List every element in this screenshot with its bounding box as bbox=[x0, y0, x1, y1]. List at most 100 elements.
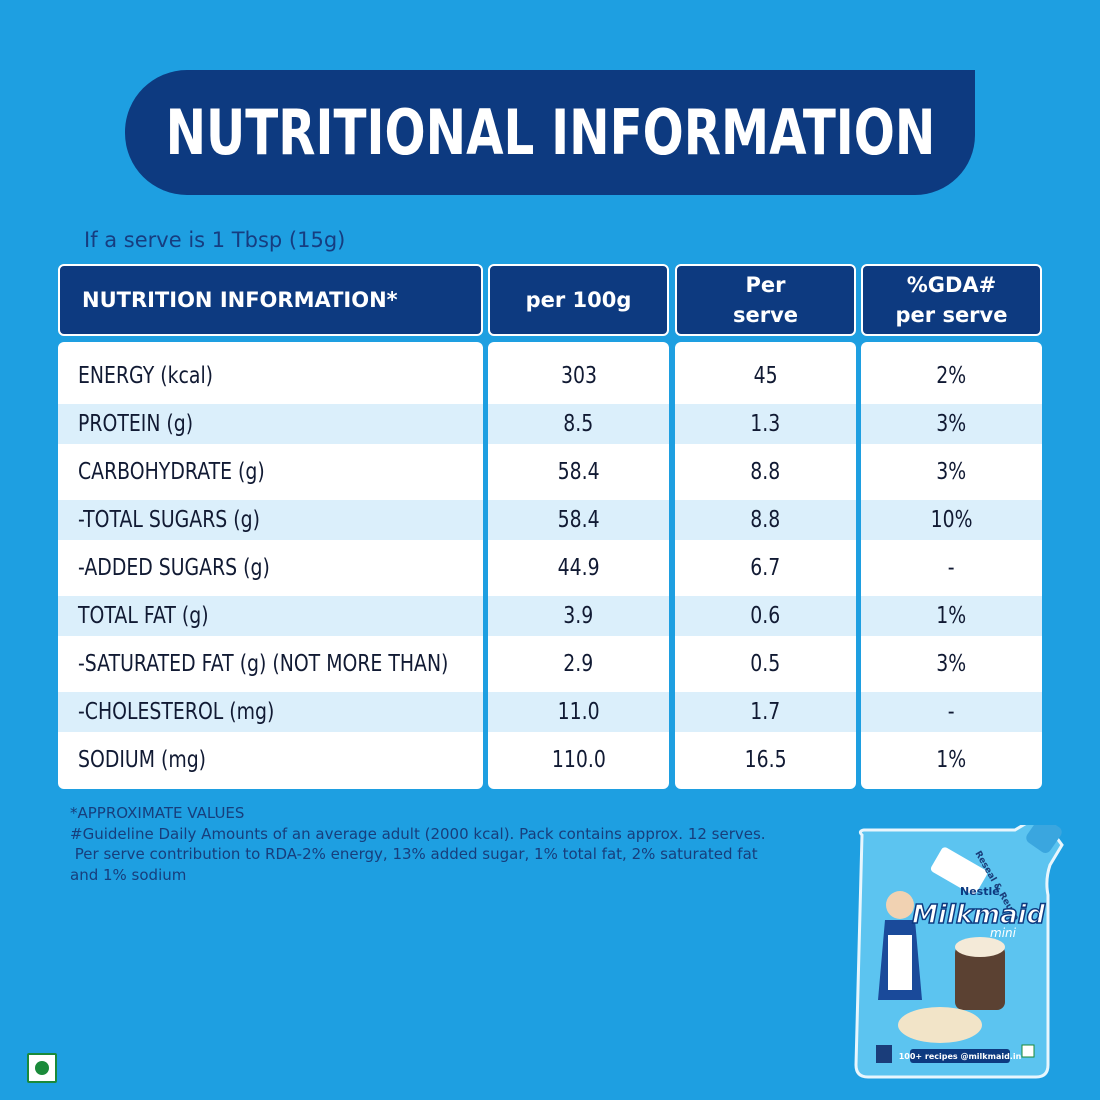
drink-cream bbox=[955, 937, 1005, 957]
table-cell: 3% bbox=[861, 644, 1042, 684]
veg-mark-small bbox=[1021, 1044, 1035, 1058]
drink-glass bbox=[955, 945, 1005, 1010]
row-stripe bbox=[488, 404, 669, 444]
row-stripe bbox=[675, 596, 856, 636]
table-cell: -ADDED SUGARS (g) bbox=[78, 548, 483, 588]
table-cell: 44.9 bbox=[488, 548, 669, 588]
title: NUTRITIONAL INFORMATION bbox=[125, 70, 975, 195]
table-cell: 16.5 bbox=[675, 740, 856, 780]
row-stripe bbox=[58, 596, 483, 636]
table-cell: 58.4 bbox=[488, 452, 669, 492]
row-stripe bbox=[488, 500, 669, 540]
cell-text: ENERGY (kcal) bbox=[78, 363, 214, 389]
table-cell: -SATURATED FAT (g) (NOT MORE THAN) bbox=[78, 644, 483, 684]
table-cell: - bbox=[861, 692, 1042, 732]
row-stripe bbox=[861, 404, 1042, 444]
cell-text: 58.4 bbox=[557, 459, 600, 485]
title-banner bbox=[125, 70, 975, 195]
serve-note: If a serve is 1 Tbsp (15g) bbox=[84, 228, 346, 252]
row-stripe bbox=[861, 596, 1042, 636]
table-cell: SODIUM (mg) bbox=[78, 740, 483, 780]
maid-apron bbox=[888, 935, 912, 990]
table-cell: 45 bbox=[675, 356, 856, 396]
table-cell: ENERGY (kcal) bbox=[78, 356, 483, 396]
cell-text: 303 bbox=[560, 363, 597, 389]
cell-text: 3% bbox=[936, 459, 967, 485]
pack-icon bbox=[876, 1045, 892, 1063]
cell-text: 3% bbox=[936, 411, 967, 437]
row-stripe bbox=[488, 692, 669, 732]
product-name: Milkmaid bbox=[912, 900, 1046, 930]
table-cell: 3% bbox=[861, 452, 1042, 492]
table-cell: 58.4 bbox=[488, 500, 669, 540]
table-cell: -CHOLESTEROL (mg) bbox=[78, 692, 483, 732]
header-cell: %GDA# per serve bbox=[861, 264, 1042, 336]
table-cell: 1% bbox=[861, 596, 1042, 636]
table-cell: 303 bbox=[488, 356, 669, 396]
row-stripe bbox=[861, 500, 1042, 540]
table-cell: 1.7 bbox=[675, 692, 856, 732]
cell-text: 110.0 bbox=[551, 747, 606, 773]
table-cell: 11.0 bbox=[488, 692, 669, 732]
table-cell: 3.9 bbox=[488, 596, 669, 636]
cell-text: 58.4 bbox=[557, 507, 600, 533]
brand: Nestlé bbox=[960, 885, 1000, 898]
table-cell: 2.9 bbox=[488, 644, 669, 684]
veg-dot bbox=[35, 1061, 49, 1075]
cell-text: 8.8 bbox=[750, 459, 781, 485]
cell-text: 3% bbox=[936, 651, 967, 677]
row-stripe bbox=[58, 692, 483, 732]
footnote: *APPROXIMATE VALUES bbox=[70, 804, 245, 822]
table-cell: 1% bbox=[861, 740, 1042, 780]
cell-text: 6.7 bbox=[750, 555, 781, 581]
table-cell: 6.7 bbox=[675, 548, 856, 588]
cell-text: PROTEIN (g) bbox=[78, 411, 194, 437]
cell-text: -TOTAL SUGARS (g) bbox=[78, 507, 260, 533]
recipes: 100+ recipes @milkmaid.in bbox=[899, 1052, 1022, 1061]
cell-text: 10% bbox=[930, 507, 973, 533]
cell-text: 0.6 bbox=[750, 603, 781, 629]
cell-text: 16.5 bbox=[744, 747, 787, 773]
row-stripe bbox=[675, 404, 856, 444]
row-stripe bbox=[488, 596, 669, 636]
table-cell: 0.6 bbox=[675, 596, 856, 636]
footnote: #Guideline Daily Amounts of an average a… bbox=[70, 824, 766, 843]
cell-text: TOTAL FAT (g) bbox=[78, 603, 209, 629]
veg-symbol bbox=[27, 1053, 57, 1083]
dessert-bowl bbox=[898, 1007, 982, 1043]
table-cell: TOTAL FAT (g) bbox=[78, 596, 483, 636]
cell-text: 3.9 bbox=[563, 603, 594, 629]
variant: mini bbox=[990, 926, 1017, 940]
cell-text: 8.8 bbox=[750, 507, 781, 533]
cell-text: 2% bbox=[936, 363, 967, 389]
cell-text: SODIUM (mg) bbox=[78, 747, 207, 773]
cell-text: 1.7 bbox=[750, 699, 781, 725]
row-stripe bbox=[675, 500, 856, 540]
table-cell: - bbox=[861, 548, 1042, 588]
table-cell: 8.5 bbox=[488, 404, 669, 444]
cell-text: -ADDED SUGARS (g) bbox=[78, 555, 270, 581]
cell-text: 11.0 bbox=[557, 699, 600, 725]
cell-text: 1.3 bbox=[750, 411, 781, 437]
cell-text: CARBOHYDRATE (g) bbox=[78, 459, 265, 485]
table-cell: 1.3 bbox=[675, 404, 856, 444]
table-cell: 2% bbox=[861, 356, 1042, 396]
footnote: Per serve contribution to RDA-2% energy,… bbox=[70, 845, 758, 863]
footnote: and 1% sodium bbox=[70, 865, 187, 884]
table-cell: 8.8 bbox=[675, 452, 856, 492]
row-stripe bbox=[675, 692, 856, 732]
row-stripe bbox=[58, 500, 483, 540]
cell-text: 8.5 bbox=[563, 411, 594, 437]
table-cell: 0.5 bbox=[675, 644, 856, 684]
table-cell: -TOTAL SUGARS (g) bbox=[78, 500, 483, 540]
header-cell: per 100g bbox=[488, 264, 669, 336]
row-stripe bbox=[58, 404, 483, 444]
cell-text: - bbox=[948, 555, 955, 581]
table-cell: 10% bbox=[861, 500, 1042, 540]
cell-text: 45 bbox=[753, 363, 778, 389]
cell-text: 2.9 bbox=[563, 651, 594, 677]
table-cell: PROTEIN (g) bbox=[78, 404, 483, 444]
cell-text: -SATURATED FAT (g) (NOT MORE THAN) bbox=[78, 651, 449, 677]
header-cell: Per serve bbox=[675, 264, 856, 336]
cell-text: 44.9 bbox=[557, 555, 600, 581]
